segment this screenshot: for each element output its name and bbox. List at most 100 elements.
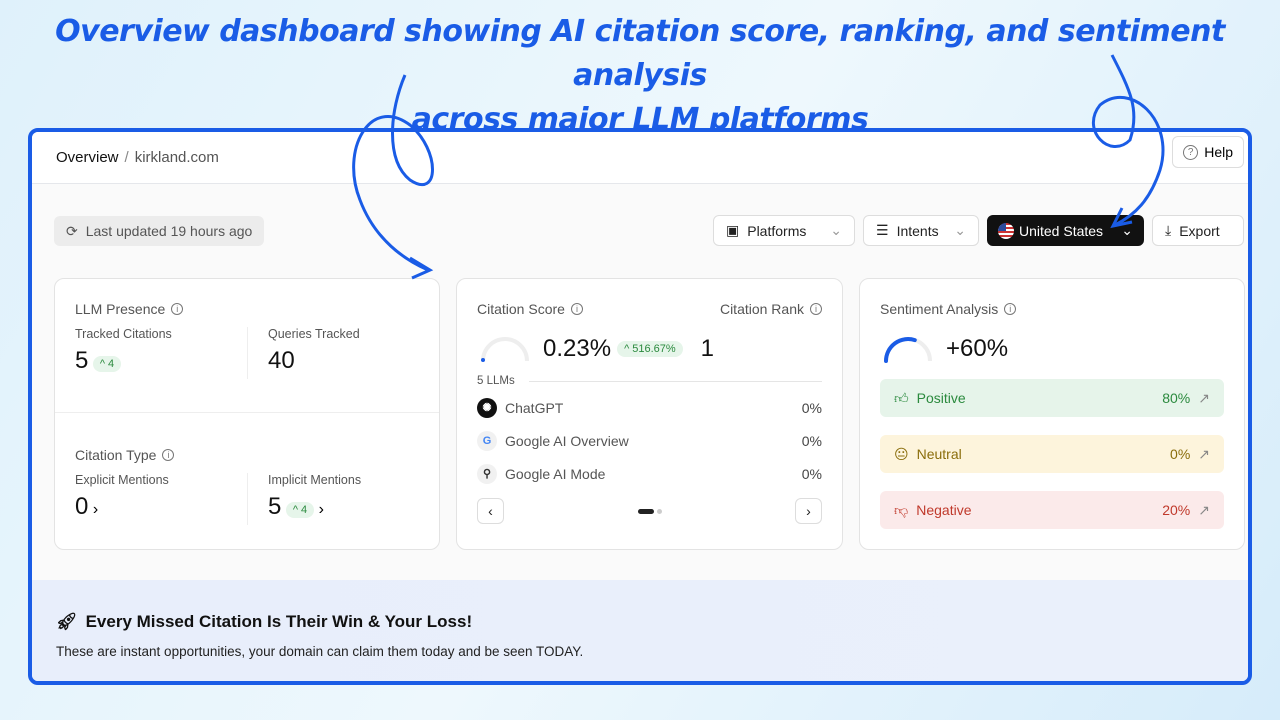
tracked-citations-label: Tracked Citations xyxy=(75,327,172,341)
thumbs-down-icon: 👎︎ xyxy=(894,501,909,518)
sentiment-label: Positive xyxy=(916,390,966,406)
platform-name: ChatGPT xyxy=(505,399,564,416)
thumbs-up-icon: 👍︎ xyxy=(894,389,909,406)
citation-score-card: Citation Score i Citation Rank i 0.23% ^ 5… xyxy=(456,278,843,550)
divider xyxy=(528,380,822,382)
info-icon[interactable]: i xyxy=(162,449,175,461)
chevron-right-icon: › xyxy=(318,501,324,518)
chevron-down-icon: ⌄ xyxy=(954,222,966,238)
info-icon[interactable]: i xyxy=(1004,303,1017,315)
carousel-next-button[interactable]: › xyxy=(795,498,822,524)
filter-controls: ▣ Platforms ⌄ ☰ Intents ⌄ United States ⌄ ⤓ Ex… xyxy=(713,215,1244,246)
chevron-down-icon: ⌄ xyxy=(830,222,842,238)
country-label: United States xyxy=(1019,222,1104,239)
breadcrumb-overview[interactable]: Overview xyxy=(56,149,119,166)
sentiment-positive[interactable]: 👍︎ Positive 80% ↗ xyxy=(880,379,1224,417)
llm-count: 5 LLMs xyxy=(477,375,515,387)
carousel-dot[interactable] xyxy=(656,508,662,514)
sentiment-title: Sentiment Analysis xyxy=(880,301,999,317)
platform-row[interactable]: G Google AI Overview 0% xyxy=(477,424,822,457)
citation-type-title: Citation Type xyxy=(75,447,157,463)
help-icon: ? xyxy=(1183,144,1199,160)
external-link-icon[interactable]: ↗ xyxy=(1198,501,1210,518)
carousel-prev-button[interactable]: ‹ xyxy=(477,498,504,524)
tracked-delta: 4 xyxy=(107,357,115,370)
sentiment-percent: 0% xyxy=(1170,446,1191,462)
intents-label: Intents xyxy=(896,222,939,239)
sentiment-label: Negative xyxy=(916,502,972,518)
implicit-mentions-value: 5 xyxy=(268,493,282,520)
score-delta-badge: ^ 516.67% xyxy=(617,341,683,357)
explicit-mentions-value: 0 xyxy=(75,493,89,520)
last-updated-badge[interactable]: ⟳ Last updated 19 hours ago xyxy=(54,216,265,246)
queries-tracked-label: Queries Tracked xyxy=(268,327,360,341)
refresh-icon: ⟳ xyxy=(66,222,78,239)
sentiment-neutral[interactable]: 😐︎ Neutral 0% ↗ xyxy=(880,435,1224,473)
citation-rank-title: Citation Rank xyxy=(719,301,804,317)
us-flag-icon xyxy=(998,222,1014,239)
citation-score-value: 0.23% xyxy=(543,335,612,362)
citation-score-gauge xyxy=(481,337,529,362)
info-icon[interactable]: i xyxy=(570,303,583,315)
intents-dropdown[interactable]: ☰ Intents ⌄ xyxy=(863,215,979,246)
carousel-dot-active[interactable] xyxy=(637,508,654,514)
platform-name: Google AI Mode xyxy=(505,465,606,482)
sentiment-percent: 20% xyxy=(1162,502,1191,518)
breadcrumb-separator: / xyxy=(124,149,129,166)
sentiment-percent: 80% xyxy=(1162,390,1191,406)
missed-citation-banner: 🚀︎ Every Missed Citation Is Their Win & Y… xyxy=(32,580,1248,681)
implicit-mentions-link[interactable]: 5 ^ 4 › xyxy=(268,493,361,521)
chatgpt-icon: ✺ xyxy=(477,397,497,418)
headline: Overview dashboard showing AI citation s… xyxy=(0,10,1280,142)
citation-rank-value: 1 xyxy=(700,335,715,362)
external-link-icon[interactable]: ↗ xyxy=(1198,389,1210,406)
chevron-right-icon: › xyxy=(806,503,811,519)
chevron-right-icon: › xyxy=(92,501,99,518)
sentiment-list: 👍︎ Positive 80% ↗ 😐︎ Neutral 0% ↗ 👎︎ Negative 20… xyxy=(880,379,1224,529)
sentiment-label: Neutral xyxy=(916,446,962,462)
explicit-mentions-link[interactable]: 0 › xyxy=(75,493,247,521)
score-delta: 516.67% xyxy=(632,343,676,355)
export-button[interactable]: ⤓ Export xyxy=(1152,215,1244,246)
carousel-dots xyxy=(504,508,795,514)
sentiment-value: +60% xyxy=(946,335,1009,362)
banner-text: These are instant opportunities, your do… xyxy=(56,644,584,659)
llm-presence-title: LLM Presence xyxy=(75,301,166,317)
dashboard-frame: Overview / kirkland.com ? Help ⟳ Last upda… xyxy=(28,128,1252,685)
banner-title: Every Missed Citation Is Their Win & You… xyxy=(85,612,473,631)
platform-row[interactable]: ⚲ Google AI Mode 0% xyxy=(477,457,822,490)
info-icon[interactable]: i xyxy=(171,303,184,315)
list-icon: ☰ xyxy=(876,222,889,238)
chevron-left-icon: ‹ xyxy=(488,503,493,519)
info-icon[interactable]: i xyxy=(810,303,822,315)
llm-presence-card: LLM Presence i Tracked Citations 5 ^ 4 Qu… xyxy=(54,278,440,550)
neutral-face-icon: 😐︎ xyxy=(894,445,909,462)
platform-row[interactable]: ✺ ChatGPT 0% xyxy=(477,391,822,424)
breadcrumb-domain: kirkland.com xyxy=(134,149,219,166)
help-label: Help xyxy=(1204,144,1233,160)
platforms-label: Platforms xyxy=(747,222,807,239)
citation-score-title: Citation Score xyxy=(477,301,565,317)
implicit-delta: 4 xyxy=(300,503,308,516)
chevron-down-icon: ⌄ xyxy=(1121,222,1133,238)
platform-value: 0% xyxy=(801,465,822,482)
tracked-delta-badge: ^ 4 xyxy=(92,355,122,372)
platform-value: 0% xyxy=(801,432,822,449)
export-label: Export xyxy=(1179,222,1220,239)
sentiment-gauge xyxy=(884,337,932,363)
chip-icon: ▣ xyxy=(726,222,740,238)
help-button[interactable]: ? Help xyxy=(1172,136,1244,168)
breadcrumb: Overview / kirkland.com xyxy=(32,132,1248,184)
queries-tracked-value: 40 xyxy=(268,347,295,374)
explicit-mentions-label: Explicit Mentions xyxy=(75,473,169,487)
external-link-icon[interactable]: ↗ xyxy=(1198,445,1210,462)
google-icon: G xyxy=(477,430,497,451)
download-icon: ⤓ xyxy=(1165,222,1172,238)
implicit-delta-badge: ^ 4 xyxy=(285,501,315,518)
sentiment-card: Sentiment Analysis i +60% 👍︎ Positive 80% ↗ … xyxy=(859,278,1245,550)
platform-name: Google AI Overview xyxy=(505,432,629,449)
sentiment-negative[interactable]: 👎︎ Negative 20% ↗ xyxy=(880,491,1224,529)
google-ai-mode-icon: ⚲ xyxy=(477,463,497,484)
country-dropdown[interactable]: United States ⌄ xyxy=(987,215,1144,246)
platforms-dropdown[interactable]: ▣ Platforms ⌄ xyxy=(713,215,855,246)
